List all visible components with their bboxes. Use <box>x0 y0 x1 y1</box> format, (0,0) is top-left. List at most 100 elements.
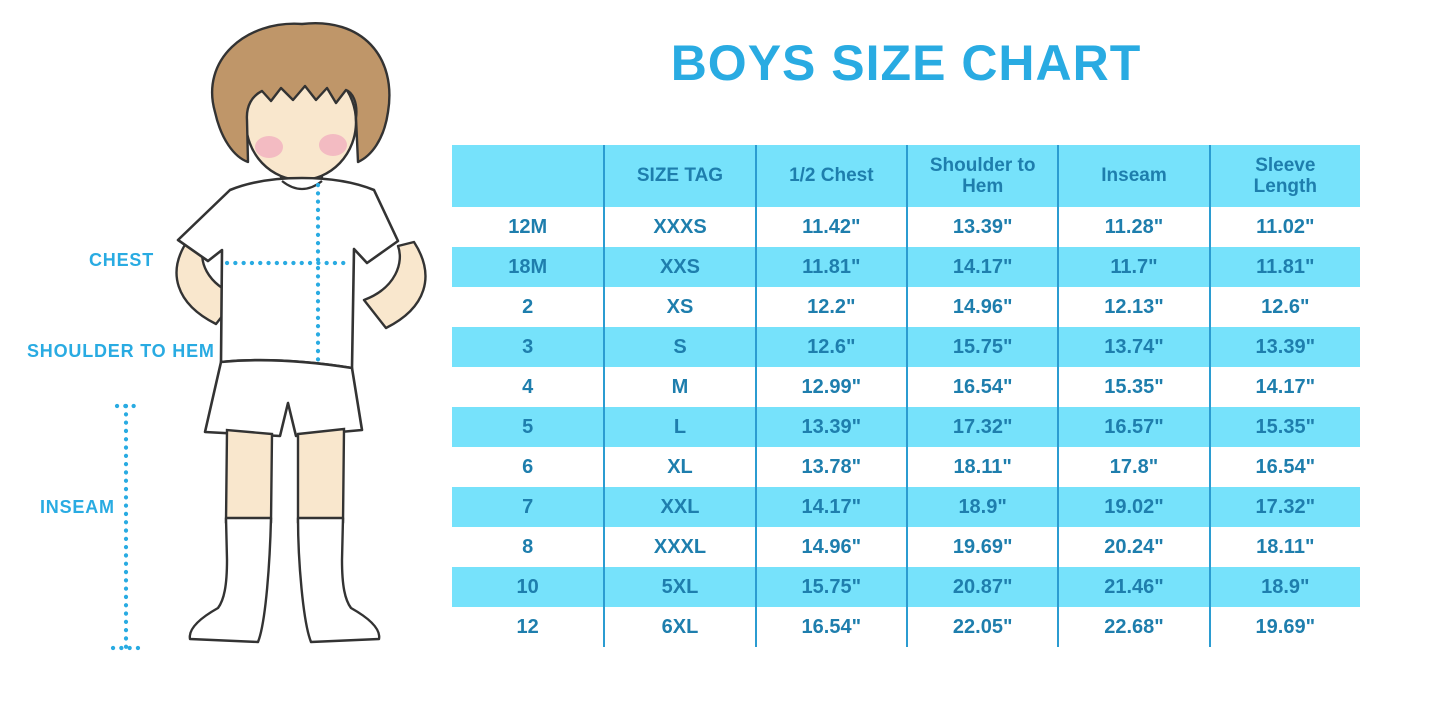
cell-size-tag: L <box>603 407 754 447</box>
cell-sleeve-length: 11.81" <box>1208 247 1360 287</box>
cell-half-chest: 12.6" <box>754 327 906 367</box>
header-cell-half-chest: 1/2 Chest <box>754 145 906 207</box>
right-leg-shape <box>296 427 346 524</box>
cell-size: 18M <box>508 255 548 278</box>
cell-half-chest: 11.42" <box>754 207 906 247</box>
header-cell-size <box>452 145 603 207</box>
table-row: 10 5XL 15.75" 20.87" 21.46" 18.9" <box>452 567 1360 607</box>
cell-shoulder-to-hem: 16.54" <box>905 367 1057 407</box>
cell-shoulder-to-hem: 20.87" <box>905 567 1057 607</box>
cell-half-chest: 11.81" <box>754 247 906 287</box>
cell-inseam: 20.24" <box>1057 527 1208 567</box>
cell-half-chest: 16.54" <box>754 607 906 647</box>
cell-size: 5 <box>522 415 534 438</box>
left-cheek <box>255 136 283 158</box>
table-row: 5 L 13.39" 17.32" 16.57" 15.35" <box>452 407 1360 447</box>
cell-inseam: 12.13" <box>1057 287 1208 327</box>
cell-shoulder-to-hem: 17.32" <box>905 407 1057 447</box>
header-cell-sleeve-length: Sleeve Length <box>1208 145 1360 207</box>
left-leg-shape <box>224 428 274 524</box>
cell-shoulder-to-hem: 14.17" <box>905 247 1057 287</box>
table-row: 2 XS 12.2" 14.96" 12.13" 12.6" <box>452 287 1360 327</box>
table-row: 12 6XL 16.54" 22.05" 22.68" 19.69" <box>452 607 1360 647</box>
cell-inseam: 15.35" <box>1057 367 1208 407</box>
cell-size-tag: S <box>603 327 754 367</box>
size-table: SIZE TAG 1/2 Chest Shoulder to Hem Insea… <box>452 145 1360 647</box>
cell-size-tag: XS <box>603 287 754 327</box>
cell-size: 2 <box>522 295 534 318</box>
cell-inseam: 13.74" <box>1057 327 1208 367</box>
cell-sleeve-length: 17.32" <box>1208 487 1360 527</box>
cell-shoulder-to-hem: 14.96" <box>905 287 1057 327</box>
cell-half-chest: 13.39" <box>754 407 906 447</box>
cell-inseam: 17.8" <box>1057 447 1208 487</box>
cell-shoulder-to-hem: 18.9" <box>905 487 1057 527</box>
cell-shoulder-to-hem: 13.39" <box>905 207 1057 247</box>
cell-sleeve-length: 11.02" <box>1208 207 1360 247</box>
cell-size-tag: XL <box>603 447 754 487</box>
cell-size: 7 <box>522 495 534 518</box>
cell-half-chest: 12.2" <box>754 287 906 327</box>
table-row: 3 S 12.6" 15.75" 13.74" 13.39" <box>452 327 1360 367</box>
hair-shape <box>210 22 391 164</box>
cell-size: 12M <box>508 215 548 238</box>
cell-size: 4 <box>522 375 534 398</box>
right-sock-shape <box>296 516 381 644</box>
table-row: 8 XXXL 14.96" 19.69" 20.24" 18.11" <box>452 527 1360 567</box>
shorts-shape <box>203 358 364 438</box>
right-cheek <box>319 134 347 156</box>
cell-sleeve-length: 19.69" <box>1208 607 1360 647</box>
cell-sleeve-length: 18.11" <box>1208 527 1360 567</box>
cell-sleeve-length: 15.35" <box>1208 407 1360 447</box>
header-cell-shoulder-to-hem: Shoulder to Hem <box>905 145 1057 207</box>
chest-label: CHEST <box>88 250 154 270</box>
cell-shoulder-to-hem: 22.05" <box>905 607 1057 647</box>
cell-size-tag: XXXS <box>603 207 754 247</box>
cell-inseam: 21.46" <box>1057 567 1208 607</box>
cell-size-tag: XXS <box>603 247 754 287</box>
table-row: 6 XL 13.78" 18.11" 17.8" 16.54" <box>452 447 1360 487</box>
cell-size-tag: 5XL <box>603 567 754 607</box>
cell-size-tag: 6XL <box>603 607 754 647</box>
cell-half-chest: 13.78" <box>754 447 906 487</box>
inseam-label: INSEAM <box>40 497 115 517</box>
cell-half-chest: 14.17" <box>754 487 906 527</box>
header-cell-size-tag: SIZE TAG <box>603 145 754 207</box>
cell-size: 8 <box>522 535 534 558</box>
cell-size: 3 <box>522 335 534 358</box>
cell-size: 12 <box>516 615 539 638</box>
cell-size-tag: XXL <box>603 487 754 527</box>
cell-sleeve-length: 12.6" <box>1208 287 1360 327</box>
cell-inseam: 22.68" <box>1057 607 1208 647</box>
cell-inseam: 11.28" <box>1057 207 1208 247</box>
cell-half-chest: 14.96" <box>754 527 906 567</box>
table-header-row: SIZE TAG 1/2 Chest Shoulder to Hem Insea… <box>452 145 1360 207</box>
left-sock-shape <box>188 516 273 644</box>
cell-sleeve-length: 18.9" <box>1208 567 1360 607</box>
size-table-body: 12M XXXS 11.42" 13.39" 11.28" 11.02" 18M… <box>452 207 1360 647</box>
cell-shoulder-to-hem: 18.11" <box>905 447 1057 487</box>
cell-shoulder-to-hem: 19.69" <box>905 527 1057 567</box>
cell-sleeve-length: 14.17" <box>1208 367 1360 407</box>
cell-inseam: 16.57" <box>1057 407 1208 447</box>
boy-measurement-illustration <box>110 22 427 651</box>
cell-half-chest: 15.75" <box>754 567 906 607</box>
cell-inseam: 11.7" <box>1057 247 1208 287</box>
header-cell-inseam: Inseam <box>1057 145 1208 207</box>
tshirt-shape <box>176 176 400 370</box>
table-row: 4 M 12.99" 16.54" 15.35" 14.17" <box>452 367 1360 407</box>
cell-size: 6 <box>522 455 534 478</box>
cell-inseam: 19.02" <box>1057 487 1208 527</box>
cell-half-chest: 12.99" <box>754 367 906 407</box>
table-row: 12M XXXS 11.42" 13.39" 11.28" 11.02" <box>452 207 1360 247</box>
shoulder-to-hem-label: SHOULDER TO HEM <box>27 341 215 361</box>
cell-sleeve-length: 16.54" <box>1208 447 1360 487</box>
cell-size-tag: M <box>603 367 754 407</box>
table-row: 18M XXS 11.81" 14.17" 11.7" 11.81" <box>452 247 1360 287</box>
cell-size: 10 <box>516 575 539 598</box>
cell-size-tag: XXXL <box>603 527 754 567</box>
right-arm-shape <box>362 240 427 330</box>
table-row: 7 XXL 14.17" 18.9" 19.02" 17.32" <box>452 487 1360 527</box>
page-title: BOYS SIZE CHART <box>670 35 1142 91</box>
